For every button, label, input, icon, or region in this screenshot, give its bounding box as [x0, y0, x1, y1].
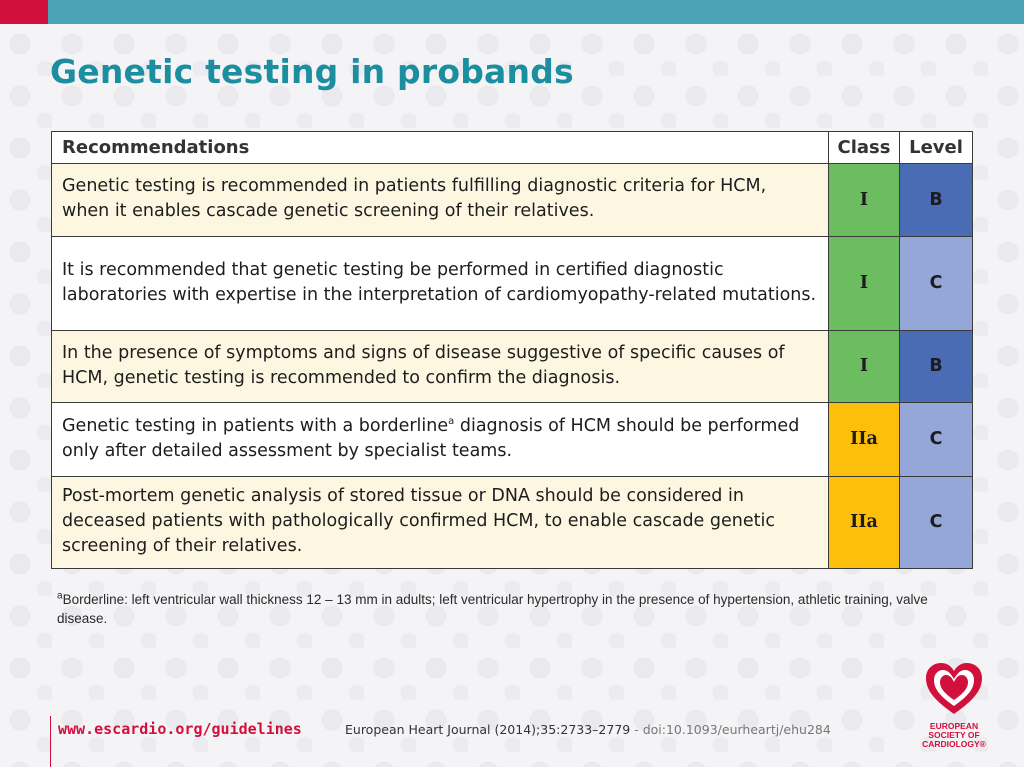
footnote-text: Borderline: left ventricular wall thickn…: [57, 592, 928, 626]
footnote-sup: a: [57, 590, 63, 602]
top-bar-accent: [0, 0, 48, 24]
table-row: In the presence of symptoms and signs of…: [51, 330, 973, 403]
top-bar: [48, 0, 1024, 24]
table-header-row: Recommendations Class Level: [51, 131, 973, 164]
level-cell: B: [899, 330, 973, 403]
level-cell: C: [899, 236, 973, 331]
class-cell: I: [828, 163, 900, 237]
heart-logo-icon: [926, 663, 982, 714]
level-cell: C: [899, 402, 973, 477]
level-cell: B: [899, 163, 973, 237]
esc-logo: EUROPEAN SOCIETY OF CARDIOLOGY®: [914, 662, 994, 752]
recommendation-text: In the presence of symptoms and signs of…: [51, 330, 829, 403]
header-recommendations: Recommendations: [51, 131, 829, 164]
table-row: Genetic testing in patients with a borde…: [51, 402, 973, 477]
page-title: Genetic testing in probands: [50, 52, 574, 91]
table-row: It is recommended that genetic testing b…: [51, 236, 973, 331]
doi: - doi:10.1093/eurheartj/ehu284: [630, 722, 831, 737]
footnote: aBorderline: left ventricular wall thick…: [57, 590, 957, 628]
recommendation-text: It is recommended that genetic testing b…: [51, 236, 829, 331]
logo-line-3: CARDIOLOGY®: [922, 739, 986, 749]
guidelines-link[interactable]: www.escardio.org/guidelines: [58, 720, 302, 738]
logo-line-1: EUROPEAN: [929, 721, 979, 731]
text-before: Genetic testing in patients with a borde…: [62, 415, 449, 436]
logo-line-2: SOCIETY OF: [928, 730, 980, 740]
table-row: Post-mortem genetic analysis of stored t…: [51, 476, 973, 569]
header-class: Class: [828, 131, 900, 164]
class-cell: I: [828, 236, 900, 331]
class-cell: IIa: [828, 402, 900, 477]
table-row: Genetic testing is recommended in patien…: [51, 163, 973, 237]
footer-divider: [50, 716, 51, 767]
class-cell: I: [828, 330, 900, 403]
journal-citation: European Heart Journal (2014);35:2733–27…: [345, 722, 831, 737]
header-level: Level: [899, 131, 973, 164]
recommendation-text: Genetic testing in patients with a borde…: [51, 402, 829, 477]
recommendation-text: Post-mortem genetic analysis of stored t…: [51, 476, 829, 569]
level-cell: C: [899, 476, 973, 569]
text-after: diagnosis of HCM should be performed onl…: [62, 415, 800, 461]
recommendations-table: Recommendations Class Level Genetic test…: [51, 131, 973, 569]
journal-ref: European Heart Journal (2014);35:2733–27…: [345, 722, 631, 737]
recommendation-text: Genetic testing is recommended in patien…: [51, 163, 829, 237]
class-cell: IIa: [828, 476, 900, 569]
footnote-marker: a: [448, 415, 455, 427]
